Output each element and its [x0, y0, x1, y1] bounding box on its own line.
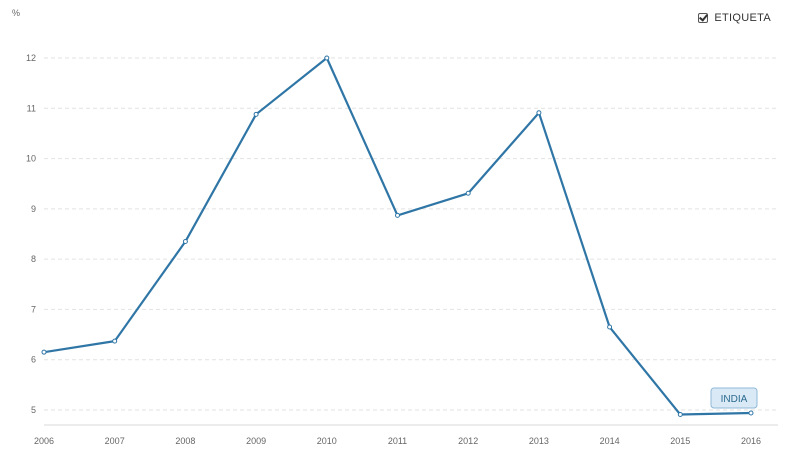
x-tick-label: 2007 — [105, 436, 125, 446]
gridlines — [44, 57, 778, 426]
data-point[interactable] — [677, 412, 683, 418]
series-label-box — [710, 387, 758, 409]
x-tick-label: 2014 — [600, 436, 620, 446]
x-tick-label: 2006 — [34, 436, 54, 446]
y-tick-label: 7 — [31, 304, 36, 314]
data-point[interactable] — [395, 212, 400, 218]
y-axis-unit-label: % — [12, 8, 20, 18]
series-line — [43, 56, 752, 416]
x-tick-label: 2008 — [175, 436, 195, 446]
legend-label: ETIQUETA — [714, 12, 771, 24]
legend-toggle[interactable]: ETIQUETA — [698, 12, 771, 24]
data-point[interactable] — [112, 338, 118, 344]
y-tick-label: 6 — [31, 355, 36, 365]
x-tick-label: 2016 — [741, 436, 761, 446]
y-tick-label: 8 — [31, 254, 36, 264]
x-tick-label: 2010 — [317, 436, 337, 446]
y-tick-label: 10 — [26, 154, 36, 164]
x-tick-label: 2015 — [670, 436, 690, 446]
y-axis-ticks: 5 6 7 8 9 10 11 12 — [26, 53, 36, 415]
data-point[interactable] — [465, 190, 471, 196]
y-tick-label: 9 — [31, 204, 36, 214]
x-tick-label: 2011 — [388, 436, 407, 446]
y-tick-label: 5 — [31, 405, 36, 415]
x-tick-label: 2009 — [246, 436, 266, 446]
x-tick-label: 2012 — [458, 436, 478, 446]
y-tick-label: 12 — [26, 53, 36, 63]
data-point[interactable] — [607, 324, 613, 330]
series-label-text: INDIA — [721, 394, 748, 405]
data-point[interactable] — [253, 111, 259, 117]
data-point[interactable] — [41, 349, 47, 355]
x-axis-ticks: 2006 2007 2008 2009 2010 2011 2012 2013 2014 2015… — [34, 436, 761, 446]
series-group: INDIA — [41, 55, 758, 418]
data-point[interactable] — [748, 410, 754, 416]
legend-checkbox[interactable] — [698, 13, 709, 23]
y-tick-label: 11 — [27, 103, 36, 113]
data-point[interactable] — [182, 239, 188, 245]
data-point[interactable] — [536, 110, 542, 116]
series-label-india: INDIA — [710, 387, 758, 409]
data-point[interactable] — [324, 55, 330, 61]
x-tick-label: 2013 — [529, 436, 549, 446]
